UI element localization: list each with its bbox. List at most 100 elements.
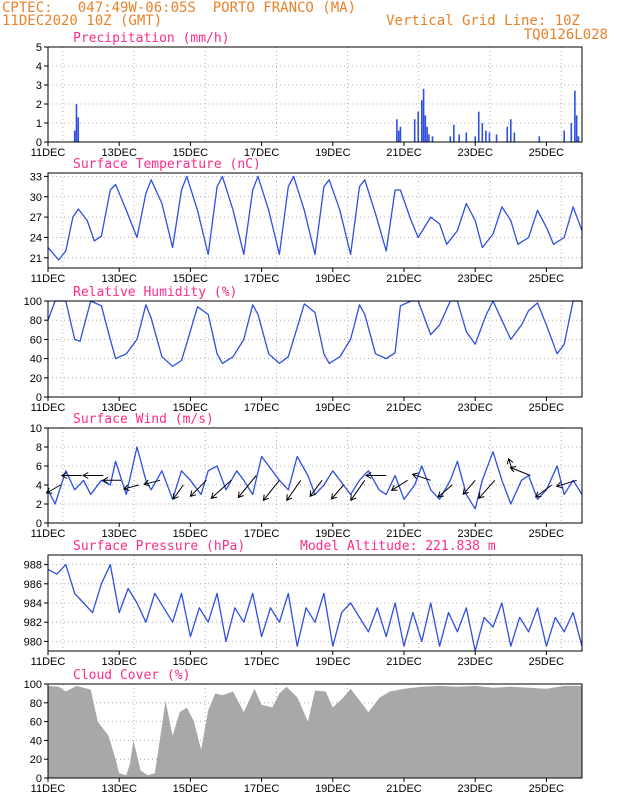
panel-2-ytick-label: 100 (24, 296, 42, 308)
panel-0-xtick-label: 19DEC (315, 147, 351, 159)
panel-2-xtick-label: 21DEC (386, 402, 422, 414)
panel-4-xtick-label: 21DEC (386, 656, 422, 668)
panel-0-bar (481, 123, 484, 142)
panel-1-series-line (47, 175, 583, 261)
panel-3-xtick-label: 23DEC (457, 528, 493, 540)
panel-0-bar (424, 115, 427, 142)
panel-1-frame (47, 172, 583, 269)
panel-0-bar (458, 134, 460, 142)
panel-1-ytick-label: 33 (30, 171, 42, 183)
panel-5-xtick-label: 11DEC (31, 783, 66, 795)
panel-3-xtick-label: 19DEC (315, 528, 351, 540)
panel-0-ytick-label: 2 (36, 99, 42, 111)
panel-0-bar (75, 104, 78, 142)
panel-1-xtick-label: 19DEC (315, 273, 351, 285)
panel-2-series-line (47, 300, 582, 367)
panel-3-wind-arrow (189, 479, 207, 497)
panel-0-xtick-label: 17DEC (244, 147, 280, 159)
panel-5-xtick-label: 13DEC (101, 783, 137, 795)
panel-1-xtick-label: 21DEC (386, 273, 422, 285)
panel-5-xtick-label: 21DEC (386, 783, 422, 795)
panel-3-wind-arrow (509, 466, 531, 476)
panel-3-ytick-label: 6 (36, 461, 42, 473)
panel-3-wind-arrow (478, 479, 496, 500)
panel-4-xtick-label: 25DEC (529, 656, 565, 668)
panel-3-wind-arrow (60, 472, 82, 479)
panel-1-xtick-label: 15DEC (173, 273, 209, 285)
panel-3-wind-arrow (237, 475, 257, 499)
panel-3-wind-arrow (534, 484, 552, 498)
panel-3-wind-arrow (122, 484, 139, 492)
panel-0-bar (563, 130, 565, 142)
panel-3-wind-arrow (309, 480, 323, 498)
panel-4-xtick-label: 17DEC (244, 656, 280, 668)
panel-4-ytick-label: 986 (24, 579, 42, 591)
panel-3-wind-arrow (172, 484, 184, 500)
panel-1-title: Surface Temperature (nC) (73, 157, 261, 172)
panel-0-bar (421, 100, 423, 142)
panel-2-ytick-label: 60 (30, 334, 42, 346)
panel-0-ytick-label: 1 (36, 118, 42, 130)
panel-3-ytick-label: 10 (30, 423, 42, 435)
panel-3-wind-arrow (350, 480, 366, 502)
panel-2-ytick-label: 80 (30, 315, 42, 327)
panel-3-wind-arrow (143, 479, 161, 487)
panel-1-xtick-label: 25DEC (529, 273, 565, 285)
panel-0-bar (449, 136, 452, 142)
panel-0-bar (474, 136, 476, 142)
panel-0-bar (574, 90, 576, 142)
panel-2-xtick-label: 23DEC (457, 402, 493, 414)
panel-0-ytick-label: 5 (36, 42, 42, 54)
panel-2-xtick-label: 25DEC (529, 402, 565, 414)
panel-0-bar (577, 136, 580, 142)
panel-3-xtick-label: 17DEC (244, 528, 280, 540)
panel-0-frame (47, 46, 583, 143)
panel-0-xtick-label: 25DEC (529, 147, 565, 159)
panel-5-xtick-label: 17DEC (244, 783, 280, 795)
panel-3-wind-arrow (330, 484, 344, 500)
panel-1-ytick-label: 21 (30, 253, 42, 265)
panel-3-wind-arrow (210, 479, 232, 499)
panel-3-wind-arrow (365, 472, 387, 479)
panel-0-xtick-label: 13DEC (101, 147, 137, 159)
panel-3-title: Surface Wind (m/s) (73, 412, 214, 427)
panel-0-bar (570, 123, 573, 142)
panel-5-xtick-label: 23DEC (457, 783, 493, 795)
panel-4-xtick-label: 11DEC (31, 656, 66, 668)
panel-5-ytick-label: 20 (30, 754, 42, 766)
panel-0-title: Precipitation (mm/h) (73, 31, 230, 46)
panel-3-series-line (47, 446, 583, 510)
panel-0-bar (513, 132, 516, 142)
panel-2-ytick-label: 40 (30, 354, 42, 366)
panel-3-wind-arrow (411, 472, 431, 481)
panel-2-xtick-label: 17DEC (244, 402, 280, 414)
panel-0-xtick-label: 11DEC (31, 147, 66, 159)
panel-5-xtick-label: 19DEC (315, 783, 351, 795)
panel-1-xtick-label: 23DEC (457, 273, 493, 285)
panel-0-bar (538, 136, 541, 142)
panel-1-ytick-label: 24 (30, 232, 42, 244)
panel-3-wind-arrow (102, 476, 121, 484)
panel-3-wind-arrow (390, 479, 408, 491)
panel-1-xtick-label: 17DEC (244, 273, 280, 285)
panel-5-title: Cloud Cover (%) (73, 668, 190, 683)
panel-2-ytick-label: 0 (36, 392, 42, 404)
panel-3-wind-arrow (82, 472, 104, 479)
panel-0-bar (453, 124, 455, 142)
panel-2-xtick-label: 19DEC (315, 402, 351, 414)
panel-3-ytick-label: 0 (36, 518, 42, 530)
panel-5-ytick-label: 0 (36, 773, 42, 785)
panel-3-wind-arrow (262, 479, 280, 502)
panel-4-xtick-label: 15DEC (173, 656, 209, 668)
panel-0-bar (510, 119, 512, 142)
panel-0-ytick-label: 4 (36, 61, 42, 73)
panel-4-ytick-label: 988 (24, 560, 42, 572)
panel-0-bar (506, 126, 509, 142)
panel-0-bar (465, 132, 468, 142)
panel-0-xtick-label: 15DEC (173, 147, 209, 159)
panel-4-ytick-label: 984 (24, 598, 42, 610)
panel-0-bar (396, 119, 398, 142)
panel-4-xtick-label: 23DEC (457, 656, 493, 668)
panel-0-ytick-label: 3 (36, 80, 42, 92)
header-code: TQ0126L028 (523, 27, 608, 43)
